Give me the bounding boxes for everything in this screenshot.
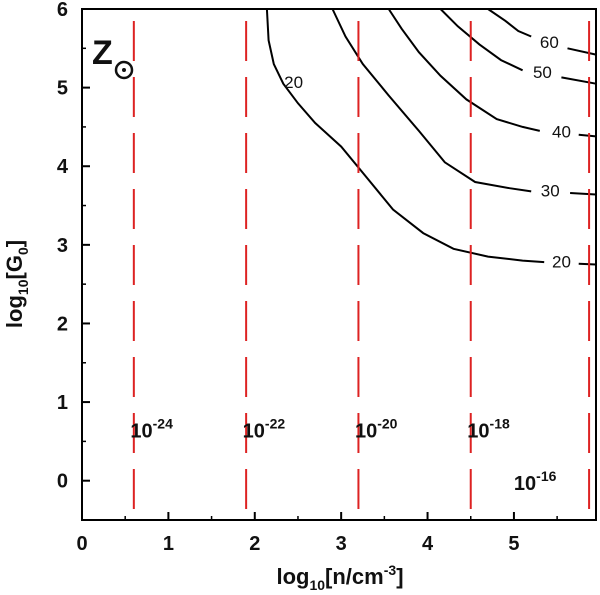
boundary-label: 10-22 (243, 415, 286, 442)
contour-line-20 (265, 8, 545, 264)
y-tick-label: 4 (57, 156, 69, 178)
x-tick-label: 1 (163, 533, 174, 555)
contour-line-30 (331, 8, 532, 193)
svg-text:log10[G0]: log10[G0] (2, 240, 31, 328)
contour-line-50 (561, 76, 597, 85)
x-tick-label: 3 (336, 533, 347, 555)
contour-label-60: 60 (540, 33, 559, 52)
x-tick-label: 5 (508, 533, 519, 555)
svg-text:log10[n/cm-3]: log10[n/cm-3] (276, 562, 403, 593)
contour-line-30 (570, 192, 597, 196)
boundary-label: 10-24 (130, 415, 173, 442)
boundary-lines (132, 9, 591, 520)
panel-label-text: Z (92, 34, 113, 72)
contour-label-20: 20 (552, 252, 571, 271)
sun-symbol-icon (114, 60, 134, 80)
y-tick-label: 6 (57, 0, 68, 21)
y-tick-label: 0 (57, 471, 68, 493)
contour-label-50: 50 (533, 63, 552, 82)
y-tick-label: 1 (57, 392, 68, 414)
x-tick-label: 4 (422, 533, 434, 555)
x-tick-label: 0 (76, 533, 87, 555)
contour-line-50 (439, 8, 524, 72)
y-axis-title: log10[G0] (2, 240, 31, 328)
y-tick-label: 2 (57, 313, 68, 335)
boundary-label: 10-20 (355, 415, 398, 442)
contour-lines (265, 8, 597, 266)
contour-line-60 (567, 47, 597, 56)
boundary-label: 10-16 (514, 468, 557, 495)
contour-line-40 (578, 133, 597, 138)
panel-label: Z (92, 34, 134, 80)
contour-line-40 (387, 8, 541, 132)
contour-labels: 20 20 30 40 50 60 (284, 33, 571, 271)
contour-label-20: 20 (284, 73, 303, 92)
contour-line-20 (578, 262, 597, 266)
x-tick-label: 2 (249, 533, 260, 555)
boundary-label: 10-18 (467, 415, 510, 442)
y-axis-ticks: 0 1 2 3 4 5 6 (57, 0, 90, 493)
x-axis-title: log10[n/cm-3] (276, 562, 403, 593)
plot-frame (81, 8, 597, 521)
contour-label-30: 30 (541, 182, 560, 201)
y-tick-label: 5 (57, 78, 68, 100)
x-axis-ticks: 0 1 2 3 4 5 (76, 512, 558, 555)
contour-label-40: 40 (552, 123, 571, 142)
contour-line-60 (487, 8, 532, 38)
y-tick-label: 3 (57, 235, 68, 257)
